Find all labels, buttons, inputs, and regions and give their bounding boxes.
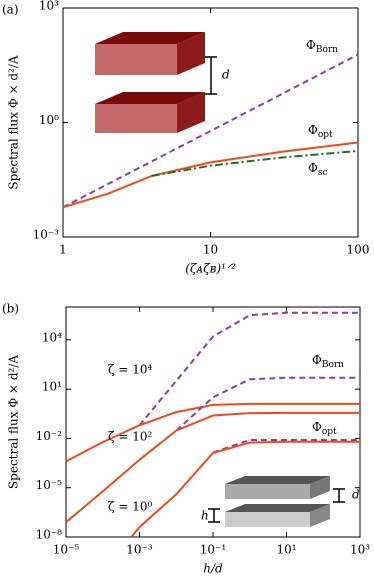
series-line <box>62 141 359 209</box>
y-tick-label: 10⁻⁵ <box>36 478 63 492</box>
annotation: ΦBorn <box>312 353 344 370</box>
panel-label: (b) <box>2 302 19 316</box>
series-line <box>212 439 360 454</box>
y-tick-label: 10³ <box>39 0 59 13</box>
annotation: ζ = 10⁴ <box>108 363 152 377</box>
y-tick-label: 10⁰ <box>39 113 59 127</box>
x-tick-label: 10⁻¹ <box>200 543 226 557</box>
panel-label: (a) <box>2 3 19 17</box>
plate-illustration <box>95 32 217 133</box>
annotation: Φopt <box>312 420 337 437</box>
series-line <box>62 53 359 209</box>
x-tick-label: 10 <box>203 243 218 257</box>
series-line <box>175 376 360 432</box>
series-line <box>138 311 360 426</box>
series-label: Φsc <box>308 161 328 178</box>
annotation: d <box>352 488 360 502</box>
series-label: Φopt <box>308 123 333 140</box>
series-label: ΦBorn <box>306 38 338 55</box>
series-line <box>65 402 360 463</box>
y-tick-label: 10⁴ <box>42 330 62 344</box>
x-axis-label: (ζᴀζʙ)¹ᐟ² <box>185 262 236 276</box>
annotation: d <box>222 68 230 82</box>
x-axis-label: h/d <box>203 562 223 576</box>
y-axis-label: Spectral flux Φ × d²/A <box>7 55 21 189</box>
x-tick-label: 10³ <box>350 543 370 557</box>
plate-illustration <box>208 476 345 527</box>
y-axis-label: Spectral flux Φ × d²/A <box>7 355 21 489</box>
y-tick-label: 10¹ <box>42 380 62 394</box>
x-tick-label: 10¹ <box>276 543 296 557</box>
x-tick-label: 10⁻⁵ <box>53 543 80 557</box>
series-line <box>65 411 360 523</box>
y-tick-label: 10⁻⁸ <box>36 528 63 542</box>
x-tick-label: 10⁻³ <box>126 543 153 557</box>
series-line <box>130 440 360 538</box>
x-tick-label: 1 <box>59 243 67 257</box>
annotation: h <box>201 509 209 523</box>
x-tick-label: 100 <box>347 243 370 257</box>
y-tick-label: 10⁻³ <box>33 228 60 242</box>
y-tick-label: 10⁻² <box>36 429 63 443</box>
annotation: ζ = 10⁰ <box>108 500 152 514</box>
annotation: ζ = 10² <box>108 430 152 444</box>
